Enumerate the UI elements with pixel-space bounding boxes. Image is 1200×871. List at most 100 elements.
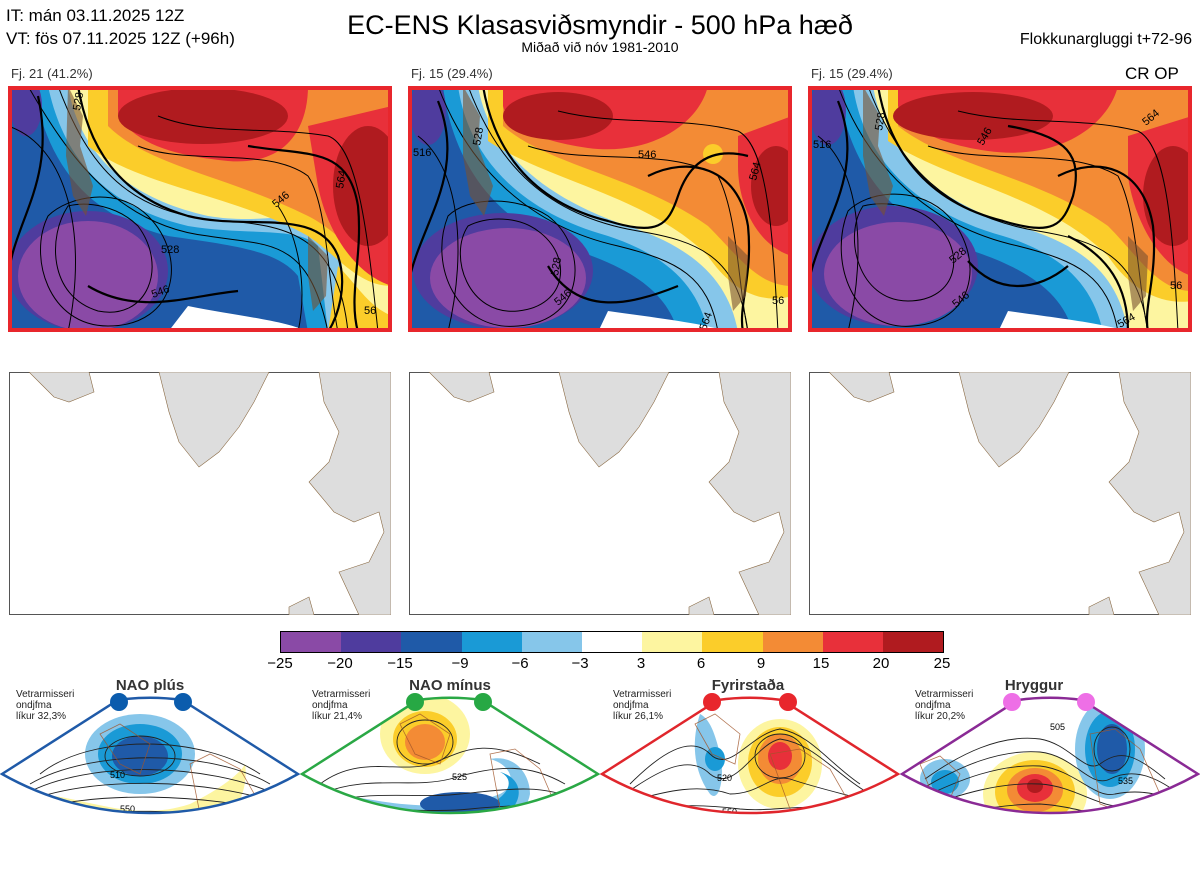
main-contours [808, 86, 1156, 332]
regime-info: Vetrarmisseri ondjfma líkur 26,1% [613, 689, 672, 722]
contour-label: 564 [698, 311, 716, 332]
colorbar-tick: −25 [267, 655, 293, 672]
contour-label: 528 [873, 111, 888, 131]
empty-map-3 [809, 372, 1191, 615]
positive-anomaly-core [751, 146, 792, 226]
neutral-anomaly-region [168, 306, 308, 332]
panel-2-label: Fj. 15 (29.4%) [411, 66, 493, 81]
negative-anomaly-core [931, 770, 959, 794]
regime-border [300, 696, 601, 815]
colorbar-swatch [401, 632, 462, 652]
cluster-map-1: 528 546 528 546 564 564 56 [8, 86, 392, 332]
positive-anomaly-core [768, 742, 792, 770]
cluster-highlight-border [8, 86, 392, 332]
contour-label: 545 [436, 815, 451, 825]
positive-anomaly-core [893, 92, 1053, 140]
contour-label: 520 [717, 773, 732, 783]
regime-info: Vetrarmisseri ondjfma líkur 21,4% [312, 689, 371, 722]
regime-map-ridge: 505 535 560 [900, 696, 1200, 860]
control-run-tag: CR OP [1125, 64, 1179, 83]
contour-label: 550 [120, 804, 135, 814]
positive-anomaly-spot [703, 144, 723, 164]
contour-label: 528 [549, 256, 564, 276]
page-title: EC-ENS Klasasviðsmyndir - 500 hPa hæð [347, 10, 853, 40]
colorbar-swatch [581, 632, 643, 652]
regime-marker-dot [703, 693, 721, 711]
contour-label: 560 [736, 832, 751, 842]
cluster-map-2: 528 546 516 564 528 546 564 56 [408, 86, 792, 332]
negative-anomaly-core [112, 736, 168, 776]
positive-anomaly-core [405, 724, 445, 760]
land-masses [828, 372, 1191, 615]
negative-anomaly-core [10, 86, 42, 136]
contour-label: 525 [452, 772, 467, 782]
regime-marker-dot [110, 693, 128, 711]
positive-anomaly-core [1027, 779, 1043, 793]
negative-anomaly-core [1097, 724, 1127, 774]
contour-label: 510 [110, 770, 125, 780]
regime-name: Fyrirstaða [711, 677, 785, 694]
regime-marker-dot [406, 693, 424, 711]
land-masses [28, 372, 391, 615]
regime-marker-dot [1003, 693, 1021, 711]
negative-anomaly-core [18, 221, 158, 331]
colorbar-swatch [882, 632, 944, 652]
contour-label: 550 [722, 807, 737, 817]
coastline [463, 86, 748, 311]
contour-label: 546 [638, 149, 656, 161]
regime-border [600, 696, 901, 815]
negative-anomaly-core [824, 222, 972, 326]
positive-anomaly-core [333, 126, 392, 246]
colorbar-swatch [822, 632, 883, 652]
regime-name: NAO mínus [409, 677, 491, 694]
contour-label: 528 [161, 244, 179, 256]
neutral-anomaly-region [598, 311, 728, 332]
regime-name: NAO plús [115, 677, 185, 694]
contour-label: 516 [813, 139, 831, 151]
contour-label: 516 [413, 147, 431, 159]
contour-label: 564 [747, 161, 763, 182]
cluster-highlight-border [808, 86, 1192, 332]
colorbar-tick: −20 [327, 655, 353, 672]
contour-label: 535 [1118, 776, 1133, 786]
negative-anomaly-region [1012, 848, 1044, 860]
positive-anomaly-core [1143, 146, 1192, 246]
cluster-map-3: 528 546 516 564 528 546 564 56 [808, 86, 1192, 332]
empty-map-1 [9, 372, 391, 615]
header-info: IT: mán 03.11.2025 12Z VT: fös 07.11.202… [6, 4, 235, 50]
regime-info: Vetrarmisseri ondjfma líkur 20,2% [915, 689, 974, 722]
regime-map-blocking: 520 550 560 [600, 696, 901, 842]
colorbar-tick: 3 [636, 655, 646, 672]
coastline [863, 86, 1148, 311]
page-subtitle: Miðað við nóv 1981-2010 [521, 39, 679, 55]
contour-label: 56 [772, 295, 784, 307]
colorbar-tick: −9 [451, 655, 469, 672]
regime-marker-dot [474, 693, 492, 711]
negative-anomaly-core [410, 86, 446, 145]
colorbar-swatch [461, 632, 522, 652]
empty-map-2 [409, 372, 791, 615]
colorbar-tick: −15 [387, 655, 413, 672]
contour-label: 505 [1050, 722, 1065, 732]
main-contours [408, 86, 751, 332]
regime-map-nao-minus: 525 545 565 [300, 696, 601, 825]
contour-label: 564 [334, 169, 349, 189]
colorbar-tick: −6 [511, 655, 529, 672]
contour-label: 560 [1092, 822, 1107, 832]
positive-anomaly-core [503, 92, 613, 140]
regime-marker-dot [779, 693, 797, 711]
colorbar-tick: −3 [571, 655, 589, 672]
main-contours [8, 86, 361, 332]
colorbar-tick: 9 [756, 655, 766, 672]
colorbar-swatch [642, 632, 703, 652]
contour-label: 56 [1170, 280, 1182, 292]
colorbar [280, 631, 944, 653]
colorbar-tick: 6 [696, 655, 706, 672]
neutral-anomaly-region [998, 311, 1128, 332]
classification-window: Flokkunargluggi t+72-96 [1019, 31, 1192, 48]
regime-border [900, 696, 1200, 815]
valid-time: VT: fös 07.11.2025 12Z (+96h) [6, 29, 235, 48]
colorbar-swatch [762, 632, 823, 652]
colorbar-tick: 25 [933, 655, 951, 672]
colorbar-swatch [281, 632, 342, 652]
